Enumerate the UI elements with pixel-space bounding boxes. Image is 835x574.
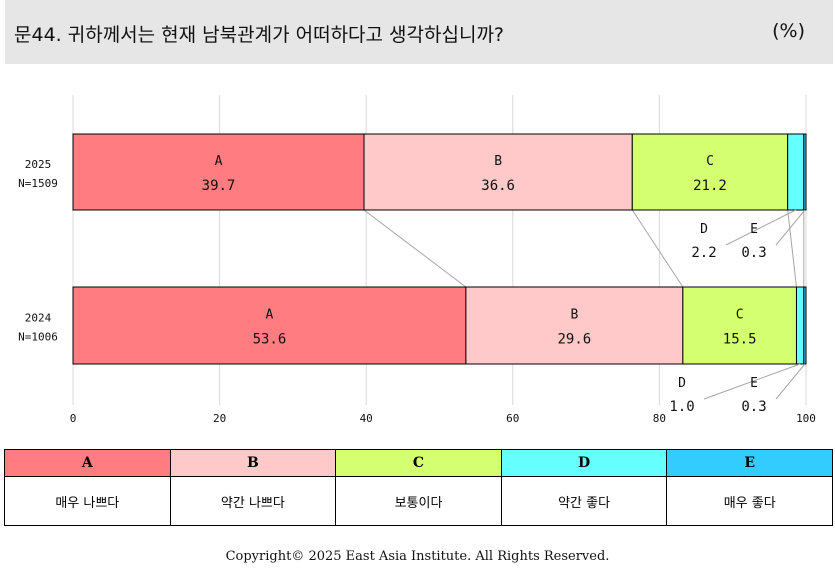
category-year-label: 2025 <box>25 158 52 171</box>
bar-segment-a <box>72 286 467 365</box>
copyright-text: Copyright© 2025 East Asia Institute. All… <box>225 549 610 564</box>
bar-segment-e <box>803 286 807 365</box>
legend-label-row: 매우 나쁘다 약간 나쁘다 보통이다 약간 좋다 매우 좋다 <box>4 476 833 526</box>
bar-segment-d <box>795 286 805 365</box>
x-tick-label: 80 <box>653 412 666 425</box>
segment-key-label: B <box>494 154 502 169</box>
stacked-bar-chart: 0 20 40 60 80 100 2025 N=1509 A 39.7 B 36.6 C 21.2 D 2.… <box>18 95 816 425</box>
segment-key-label: D <box>678 376 686 391</box>
connector-line <box>787 209 797 288</box>
segment-key-label: C <box>736 308 744 323</box>
legend-key-row: A B C D E <box>4 449 833 477</box>
legend-key-a: A <box>4 449 171 477</box>
data-label: 36.6 <box>481 178 515 194</box>
callout-line <box>725 209 796 246</box>
data-label: 15.5 <box>723 332 757 348</box>
x-tick-label: 0 <box>70 412 77 425</box>
callout-line <box>703 363 801 400</box>
legend-key-c: C <box>335 449 502 477</box>
bar-segment-b <box>465 286 684 365</box>
segment-key-label: E <box>750 376 758 391</box>
legend-label-b: 약간 나쁘다 <box>169 476 337 526</box>
legend-label-e: 매우 좋다 <box>666 476 833 526</box>
legend-key-d: D <box>500 449 668 477</box>
legend-label-c: 보통이다 <box>335 476 502 526</box>
page-title: 문44. 귀하께서는 현재 남북관계가 어떠하다고 생각하십니까? <box>14 24 505 46</box>
segment-key-label: A <box>266 308 274 323</box>
bar-segment-d <box>787 133 805 211</box>
callout-line <box>775 363 806 400</box>
data-label: 39.7 <box>202 178 236 194</box>
bar-segment-a <box>72 133 365 211</box>
data-label: 21.2 <box>693 178 727 194</box>
connector-line <box>631 209 684 288</box>
legend-table: A B C D E 매우 나쁘다 약간 나쁘다 보통이다 약간 좋다 매우 좋다 <box>4 449 833 526</box>
segment-key-label: D <box>700 222 708 237</box>
legend-key-b: B <box>169 449 337 477</box>
bar-segment-b <box>363 133 633 211</box>
data-label: 53.6 <box>253 332 287 348</box>
legend-label-d: 약간 좋다 <box>500 476 668 526</box>
category-year-label: 2024 <box>25 312 52 325</box>
bar-segment-c <box>682 286 797 365</box>
data-label: 0.3 <box>741 399 766 415</box>
data-label: 29.6 <box>558 332 592 348</box>
connector-line <box>363 209 467 288</box>
x-tick-label: 40 <box>360 412 373 425</box>
segment-key-label: E <box>750 222 758 237</box>
unit-label: (%) <box>772 20 805 42</box>
x-tick-label: 100 <box>796 412 816 425</box>
data-label: 1.0 <box>669 399 694 415</box>
legend-key-e: E <box>666 449 833 477</box>
category-n-label: N=1509 <box>18 177 58 190</box>
segment-key-label: C <box>706 154 714 169</box>
legend-label-a: 매우 나쁘다 <box>4 476 171 526</box>
data-label: 0.3 <box>741 245 766 261</box>
callout-line <box>775 209 806 246</box>
bar-segment-e <box>803 133 807 211</box>
segment-key-label: A <box>215 154 223 169</box>
x-tick-label: 60 <box>506 412 519 425</box>
category-n-label: N=1006 <box>18 331 58 344</box>
bar-segment-c <box>631 133 789 211</box>
segment-key-label: B <box>570 308 578 323</box>
question-header: 문44. 귀하께서는 현재 남북관계가 어떠하다고 생각하십니까? (%) <box>5 0 833 64</box>
data-label: 2.2 <box>691 245 716 261</box>
x-tick-label: 20 <box>213 412 226 425</box>
